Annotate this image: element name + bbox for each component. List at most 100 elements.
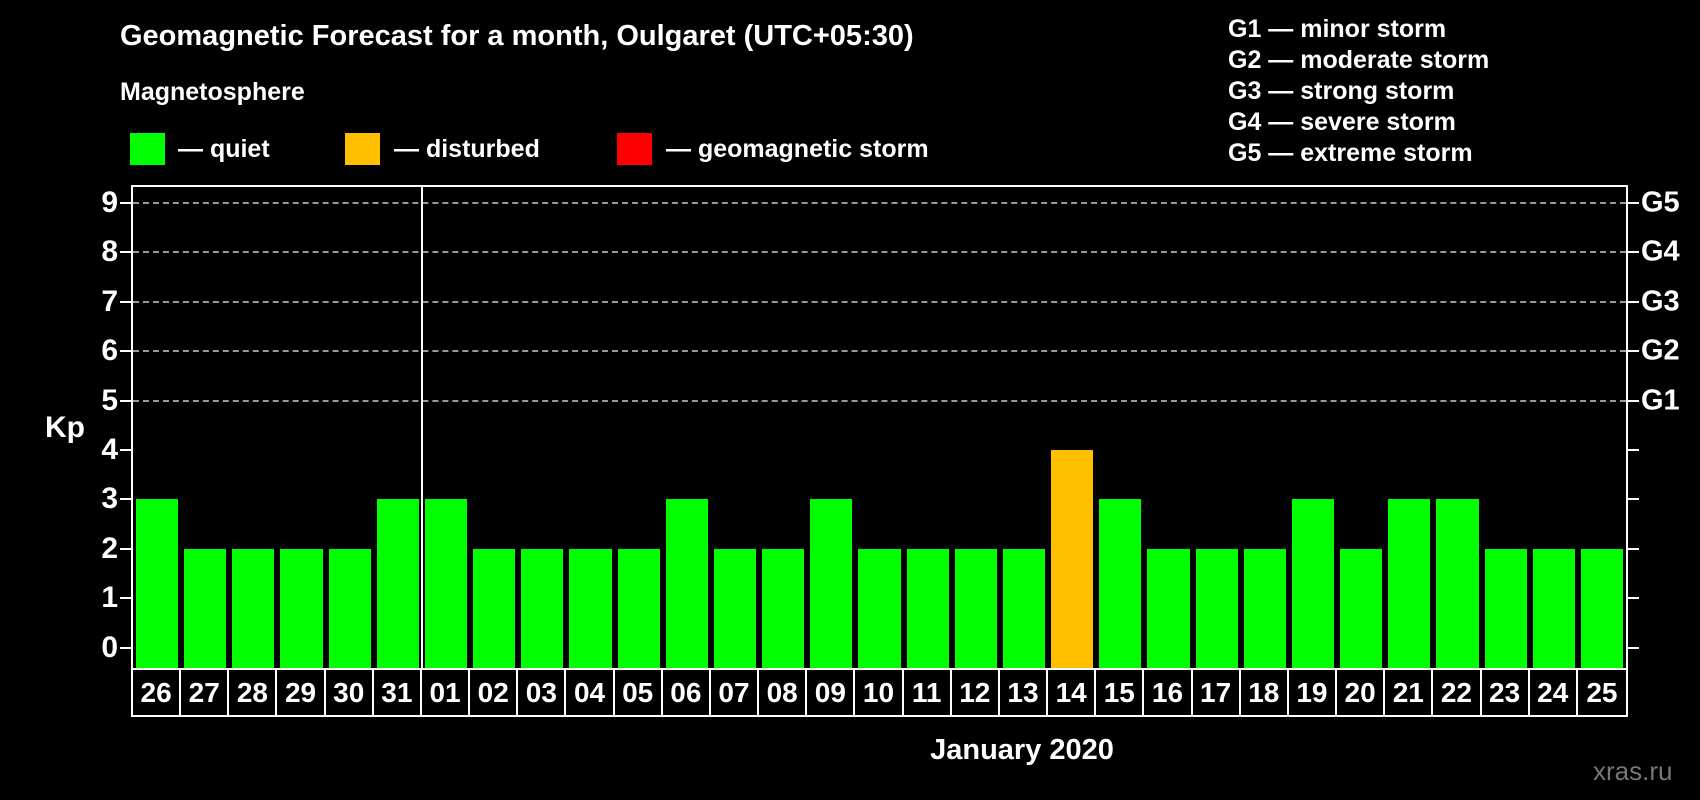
day-label-05: 05: [615, 670, 663, 715]
left-tick-kp5: [120, 399, 131, 402]
bar-day-17: [1195, 548, 1238, 668]
day-label-18: 18: [1241, 670, 1289, 715]
right-tick-kp5: [1628, 399, 1639, 402]
plot-area: [131, 185, 1628, 668]
day-label-06: 06: [663, 670, 711, 715]
x-axis-month-label: January 2020: [930, 734, 1114, 766]
quiet-color-swatch: [130, 133, 165, 165]
left-tick-kp2: [120, 547, 131, 550]
kp-tick-label-2: 2: [101, 531, 118, 565]
kp-tick-label-0: 0: [101, 630, 118, 664]
kp-tick-label-7: 7: [101, 284, 118, 318]
left-tick-kp8: [120, 251, 131, 254]
bar-day-25: [1580, 548, 1623, 668]
left-tick-kp3: [120, 498, 131, 501]
gridline-kp6: [133, 350, 1626, 353]
kp-status-legend: — quiet — disturbed — geomagnetic storm: [0, 133, 1700, 165]
day-label-27: 27: [181, 670, 230, 715]
day-label-10: 10: [855, 670, 904, 715]
bar-day-08: [762, 548, 805, 668]
bar-day-13: [1002, 548, 1046, 668]
left-tick-kp9: [120, 201, 131, 204]
day-label-03: 03: [518, 670, 567, 715]
bar-day-27: [184, 548, 227, 668]
chart-title: Geomagnetic Forecast for a month, Oulgar…: [120, 20, 914, 52]
right-tick-kp7: [1628, 300, 1639, 303]
g-scale-legend: G1 — minor storm G2 — moderate storm G3 — …: [1228, 14, 1489, 169]
bar-day-10: [858, 548, 901, 668]
left-tick-kp6: [120, 350, 131, 353]
left-tick-kp1: [120, 597, 131, 600]
gridline-kp7: [133, 300, 1626, 303]
bar-day-20: [1340, 548, 1383, 668]
left-tick-kp7: [120, 300, 131, 303]
bar-day-31: [376, 499, 419, 668]
day-label-15: 15: [1096, 670, 1145, 715]
bar-day-01: [424, 499, 468, 668]
day-label-07: 07: [711, 670, 760, 715]
left-tick-kp4: [120, 448, 131, 451]
bar-day-21: [1388, 499, 1431, 668]
bar-day-04: [569, 548, 612, 668]
gridline-kp5: [133, 399, 1626, 402]
left-tick-kp0: [120, 646, 131, 649]
bar-day-03: [521, 548, 564, 668]
day-label-26: 26: [133, 670, 182, 715]
bar-day-11: [906, 548, 949, 668]
day-label-31: 31: [374, 670, 422, 715]
bar-day-05: [617, 548, 660, 668]
x-axis-day-labels: 26 27 28 29 30 31 01 02 03 04 05 06 07 08 09 10 11 12 13 14…: [131, 668, 1628, 717]
right-tick-kp1: [1628, 597, 1639, 600]
bar-day-23: [1484, 548, 1527, 668]
y-axis-title: Kp: [45, 411, 85, 444]
day-label-21: 21: [1385, 670, 1434, 715]
bar-day-29: [280, 548, 323, 668]
day-label-30: 30: [326, 670, 374, 715]
bar-day-09: [810, 499, 853, 668]
disturbed-legend-label: — disturbed: [394, 135, 540, 163]
right-tick-kp9: [1628, 201, 1639, 204]
kp-tick-label-4: 4: [101, 432, 118, 466]
bar-day-15: [1099, 499, 1142, 668]
g-legend-item-5: G5 — extreme storm: [1228, 139, 1473, 167]
kp-tick-label-6: 6: [101, 334, 118, 368]
bar-day-02: [473, 548, 516, 668]
day-label-16: 16: [1144, 670, 1193, 715]
g-legend-item-1: G1 — minor storm: [1228, 15, 1447, 43]
kp-tick-label-9: 9: [101, 185, 118, 219]
bar-day-19: [1291, 499, 1335, 668]
kp-tick-label-3: 3: [101, 482, 118, 516]
bar-day-06: [665, 499, 708, 668]
day-label-20: 20: [1337, 670, 1386, 715]
day-label-17: 17: [1193, 670, 1241, 715]
bar-day-14: [1051, 449, 1094, 668]
bar-day-18: [1243, 548, 1286, 668]
right-tick-kp8: [1628, 251, 1639, 254]
day-label-09: 09: [807, 670, 856, 715]
day-label-11: 11: [904, 670, 952, 715]
magnetosphere-label: Magnetosphere: [120, 78, 305, 106]
g-legend-item-2: G2 — moderate storm: [1228, 46, 1490, 74]
bar-day-26: [136, 499, 179, 668]
day-label-24: 24: [1530, 670, 1578, 715]
day-label-19: 19: [1289, 670, 1338, 715]
bar-day-07: [713, 548, 757, 668]
kp-tick-label-1: 1: [101, 581, 118, 615]
day-label-13: 13: [1000, 670, 1049, 715]
watermark: xras.ru: [1593, 756, 1673, 786]
day-label-14: 14: [1048, 670, 1097, 715]
g-scale-label-G1: G1: [1641, 384, 1680, 416]
day-label-25: 25: [1586, 676, 1618, 708]
bar-day-28: [232, 548, 275, 668]
kp-tick-label-5: 5: [101, 383, 118, 417]
day-label-23: 23: [1482, 670, 1530, 715]
day-label-04: 04: [566, 670, 615, 715]
day-label-01: 01: [422, 670, 471, 715]
bar-day-12: [954, 548, 997, 668]
kp-tick-label-8: 8: [101, 235, 118, 269]
right-tick-kp4: [1628, 448, 1639, 451]
gridline-kp9: [133, 201, 1626, 204]
storm-legend-label: — geomagnetic storm: [666, 135, 929, 163]
day-label-29: 29: [277, 670, 326, 715]
